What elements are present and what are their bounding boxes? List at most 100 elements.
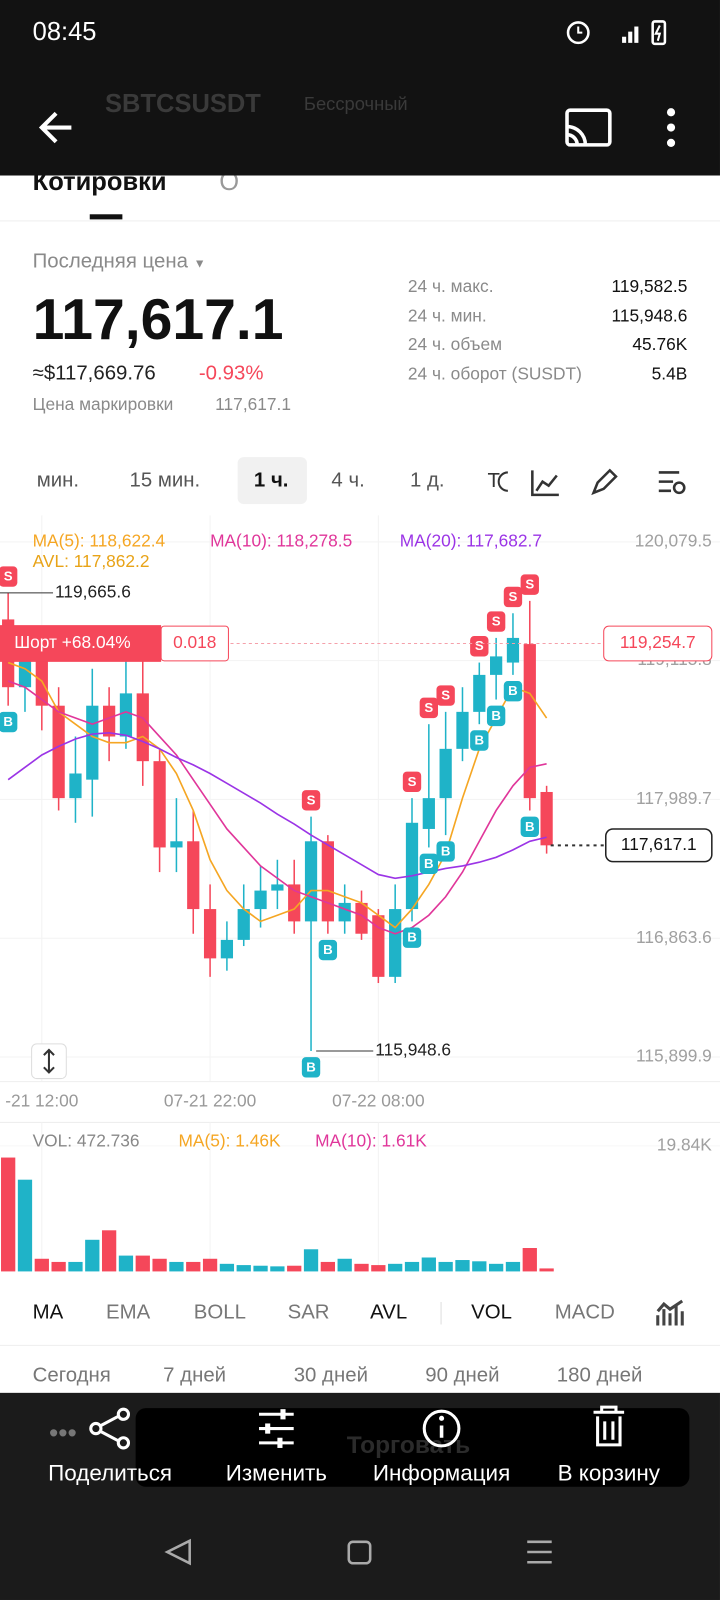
indicator-tab[interactable]: MACD bbox=[554, 1301, 615, 1324]
signal-badge bbox=[503, 681, 523, 702]
signal-label: S bbox=[492, 614, 501, 629]
volume-bar bbox=[17, 1179, 33, 1272]
signal-badge bbox=[436, 685, 455, 706]
app-bar-icons bbox=[38, 108, 676, 147]
last-price-box bbox=[604, 828, 713, 863]
volume-bar bbox=[270, 1266, 285, 1272]
volume-bar bbox=[404, 1261, 420, 1272]
signal-badge bbox=[470, 636, 489, 657]
separator bbox=[440, 1302, 442, 1325]
volume-bar bbox=[303, 1249, 319, 1272]
period-tab[interactable]: Сегодня bbox=[32, 1364, 111, 1387]
indicator-tab[interactable]: BOLL bbox=[193, 1301, 246, 1324]
last-price-label: 117,617.1 bbox=[621, 834, 697, 854]
candle-body bbox=[422, 798, 435, 829]
status-icons bbox=[566, 20, 667, 46]
stat-value: 5.4B bbox=[651, 363, 688, 384]
candle-body bbox=[304, 841, 318, 922]
volume-bar bbox=[202, 1258, 218, 1272]
divider bbox=[0, 220, 720, 222]
signal-label: S bbox=[4, 569, 13, 584]
candle-body bbox=[506, 637, 520, 663]
more-dots: ••• bbox=[48, 1417, 77, 1448]
period-tab[interactable]: 7 дней bbox=[163, 1364, 227, 1387]
volume-bar bbox=[421, 1257, 436, 1272]
volume-bar bbox=[101, 1230, 117, 1272]
candle-body bbox=[220, 939, 234, 959]
indicator-tab[interactable]: AVL bbox=[370, 1301, 408, 1324]
timeframe[interactable]: 1 д. bbox=[409, 469, 445, 492]
candle-body bbox=[119, 693, 133, 737]
signal-label: B bbox=[424, 856, 434, 871]
signal-badge bbox=[402, 771, 422, 793]
x-tick-label: 07-22 08:00 bbox=[332, 1091, 424, 1111]
signal-badge bbox=[436, 841, 455, 862]
signal-label: B bbox=[306, 1059, 316, 1074]
stat-value: 45.76K bbox=[632, 334, 688, 355]
price-label-text: Последняя цена bbox=[32, 249, 188, 273]
legend-item: MA(20): 117,682.7 bbox=[400, 530, 542, 550]
period-tab[interactable]: 30 дней bbox=[293, 1364, 368, 1387]
action-button[interactable]: Поделиться bbox=[48, 1460, 173, 1486]
signal-label: S bbox=[475, 638, 484, 653]
signal-label: B bbox=[525, 819, 535, 834]
tab[interactable]: О bbox=[219, 167, 240, 196]
signal-badge bbox=[503, 586, 523, 608]
timeframe-active[interactable]: 1 ч. bbox=[253, 469, 289, 492]
legend-item: AVL: 117,862.2 bbox=[33, 551, 150, 571]
action-icons bbox=[89, 1405, 625, 1450]
nav-back[interactable] bbox=[164, 1538, 191, 1566]
action-button[interactable]: В корзину bbox=[557, 1460, 661, 1486]
back-button[interactable] bbox=[38, 111, 72, 144]
toolbar-icons: T bbox=[487, 468, 686, 497]
volume-bar bbox=[438, 1261, 453, 1272]
candle-body bbox=[69, 773, 82, 799]
indicator-tab[interactable]: EMA bbox=[106, 1301, 151, 1324]
signal-label: B bbox=[491, 708, 501, 723]
action-button[interactable]: Изменить bbox=[225, 1460, 327, 1486]
indicator-tab[interactable]: VOL bbox=[471, 1301, 512, 1324]
volume-bar bbox=[118, 1255, 134, 1272]
candle-body bbox=[405, 822, 419, 910]
tab-active[interactable]: Котировки bbox=[32, 167, 167, 196]
signal-label: S bbox=[509, 589, 518, 604]
period-tab[interactable]: 180 дней bbox=[556, 1364, 643, 1387]
volume-bar bbox=[320, 1261, 336, 1272]
candle-body bbox=[456, 711, 469, 749]
candle-body bbox=[338, 902, 351, 922]
indicator-tab[interactable]: MA bbox=[32, 1301, 64, 1324]
tab-indicator bbox=[89, 214, 123, 220]
indicator-settings[interactable] bbox=[655, 1299, 686, 1330]
signal-badge bbox=[486, 705, 506, 727]
candle-body bbox=[203, 909, 217, 959]
action-button[interactable]: Информация bbox=[372, 1460, 511, 1486]
candle-body bbox=[439, 748, 452, 799]
indicator-tab[interactable]: SAR bbox=[287, 1301, 330, 1324]
timeframe[interactable]: 4 ч. bbox=[331, 469, 365, 492]
candle-body bbox=[254, 890, 267, 910]
signal-badge bbox=[520, 816, 539, 837]
volume-legend-item: VOL: 472.736 bbox=[33, 1130, 140, 1150]
position-price-box bbox=[603, 625, 713, 662]
volume-bar bbox=[152, 1258, 167, 1272]
timeframe[interactable]: 15 мин. bbox=[129, 469, 201, 492]
signal-label: B bbox=[475, 733, 485, 748]
stat-label: 24 ч. оборот (SUSDT) bbox=[407, 363, 582, 384]
price-label: Последняя цена ▼ bbox=[32, 249, 206, 273]
last-price: 117,617.1 bbox=[32, 286, 284, 352]
candle-body bbox=[473, 674, 486, 712]
position-tag bbox=[0, 625, 162, 662]
nav-recent[interactable] bbox=[527, 1540, 552, 1564]
volume-legend-item: MA(10): 1.61K bbox=[315, 1130, 427, 1150]
timeframe[interactable]: мин. bbox=[36, 469, 80, 492]
volume-bar bbox=[287, 1265, 302, 1272]
candle-body bbox=[237, 909, 250, 940]
volume-bar bbox=[539, 1268, 554, 1272]
candle-body bbox=[271, 884, 284, 891]
x-tick-label: -21 12:00 bbox=[5, 1091, 78, 1111]
period-tab[interactable]: 90 дней bbox=[425, 1364, 500, 1387]
nav-home[interactable] bbox=[347, 1540, 372, 1565]
signal-badge bbox=[0, 566, 18, 587]
